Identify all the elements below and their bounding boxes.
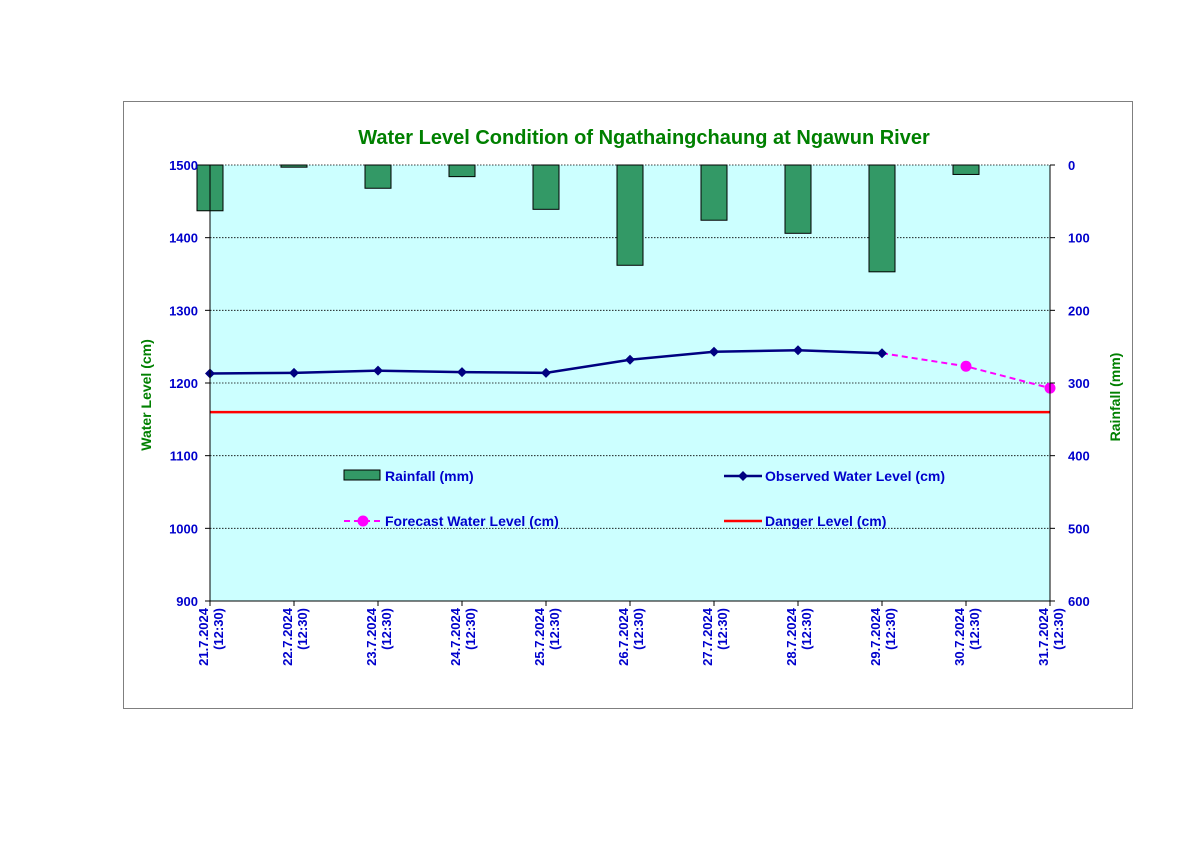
x-tick-label: 29.7.2024 xyxy=(868,607,883,666)
x-tick-label: 31.7.2024 xyxy=(1036,607,1051,666)
x-tick-time-label: (12:30) xyxy=(379,608,394,650)
x-tick-label: 27.7.2024 xyxy=(700,607,715,666)
x-tick-time-label: (12:30) xyxy=(547,608,562,650)
right-tick-label: 500 xyxy=(1068,521,1090,536)
observed-point xyxy=(793,345,803,356)
legend-marker-forecast xyxy=(357,515,369,527)
legend-label: Danger Level (cm) xyxy=(765,513,886,529)
rainfall-bar xyxy=(280,164,308,168)
left-tick-label: 1100 xyxy=(170,449,198,464)
forecast-point xyxy=(960,360,972,372)
x-tick-label: 22.7.2024 xyxy=(280,607,295,666)
rainfall-bar xyxy=(616,164,644,266)
legend-label: Rainfall (mm) xyxy=(385,468,474,484)
legend-label: Observed Water Level (cm) xyxy=(765,468,945,484)
right-tick-label: 300 xyxy=(1068,376,1090,391)
chart-frame: Water Level Condition of Ngathaingchaung… xyxy=(123,101,1133,709)
rainfall-bar xyxy=(784,164,812,234)
legend-marker-observed xyxy=(738,471,748,481)
observed-point xyxy=(289,367,299,378)
x-tick-time-label: (12:30) xyxy=(799,608,814,650)
x-tick-time-label: (12:30) xyxy=(967,608,982,650)
x-tick-time-label: (12:30) xyxy=(631,608,646,650)
x-tick-label: 26.7.2024 xyxy=(616,607,631,666)
x-tick-label: 25.7.2024 xyxy=(532,607,547,666)
rainfall-bar xyxy=(868,164,896,273)
left-tick-label: 1500 xyxy=(169,158,198,173)
x-tick-time-label: (12:30) xyxy=(463,608,478,650)
legend-label: Forecast Water Level (cm) xyxy=(385,513,559,529)
right-axis-title: Rainfall (mm) xyxy=(1107,353,1123,442)
x-tick-time-label: (12:30) xyxy=(295,608,310,650)
left-tick-label: 1000 xyxy=(169,521,198,536)
rainfall-bar xyxy=(448,164,476,178)
rainfall-bar xyxy=(364,164,392,189)
rainfall-bar xyxy=(700,164,728,221)
observed-point xyxy=(457,367,467,378)
rainfall-bar xyxy=(952,164,980,175)
x-tick-time-label: (12:30) xyxy=(211,608,226,650)
left-tick-label: 1300 xyxy=(169,303,198,318)
x-tick-label: 23.7.2024 xyxy=(364,607,379,666)
left-axis-title: Water Level (cm) xyxy=(138,339,154,451)
rainfall-bar xyxy=(532,164,560,210)
x-tick-time-label: (12:30) xyxy=(1051,608,1066,650)
observed-point xyxy=(877,348,887,359)
chart-svg: Water Level Condition of Ngathaingchaung… xyxy=(138,127,1123,666)
right-tick-label: 0 xyxy=(1068,158,1075,173)
x-tick-label: 30.7.2024 xyxy=(952,607,967,666)
left-tick-label: 1400 xyxy=(169,231,198,246)
observed-point xyxy=(709,346,719,357)
x-tick-time-label: (12:30) xyxy=(883,608,898,650)
left-tick-label: 1200 xyxy=(169,376,198,391)
x-tick-label: 28.7.2024 xyxy=(784,607,799,666)
x-tick-label: 21.7.2024 xyxy=(196,607,211,666)
legend-swatch-rainfall xyxy=(343,469,381,481)
right-tick-label: 400 xyxy=(1068,449,1090,464)
observed-point xyxy=(625,354,635,365)
x-tick-time-label: (12:30) xyxy=(715,608,730,650)
right-tick-label: 100 xyxy=(1068,231,1090,246)
right-tick-label: 600 xyxy=(1068,594,1090,609)
x-tick-label: 24.7.2024 xyxy=(448,607,463,666)
chart-title: Water Level Condition of Ngathaingchaung… xyxy=(358,127,930,149)
left-tick-label: 900 xyxy=(176,594,198,609)
right-tick-label: 200 xyxy=(1068,303,1090,318)
observed-point xyxy=(541,367,551,378)
observed-point xyxy=(373,365,383,376)
